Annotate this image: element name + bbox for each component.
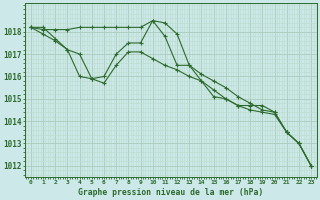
X-axis label: Graphe pression niveau de la mer (hPa): Graphe pression niveau de la mer (hPa) [78, 188, 264, 197]
